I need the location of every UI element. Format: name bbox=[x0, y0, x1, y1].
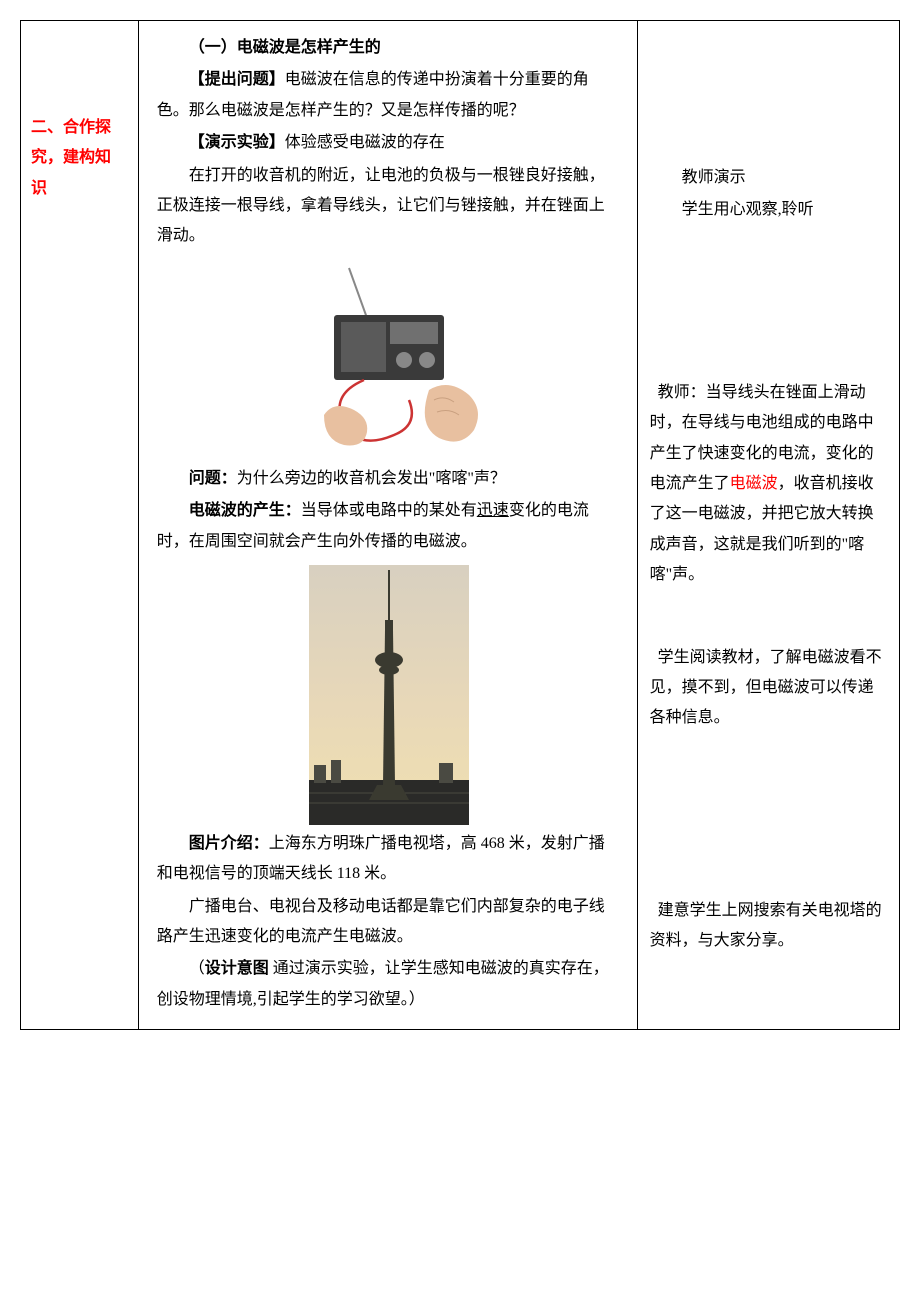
spacer bbox=[31, 33, 128, 113]
middle-column: （一）电磁波是怎样产生的 【提出问题】电磁波在信息的传递中扮演着十分重要的角色。… bbox=[139, 21, 638, 1029]
student-reading-note: 学生阅读教材，了解电磁波看不见，摸不到，但电磁波可以传递各种信息。 bbox=[650, 643, 889, 734]
demo-heading: 【演示实验】体验感受电磁波的存在 bbox=[157, 128, 621, 158]
generation-label: 电磁波的产生： bbox=[189, 502, 301, 519]
broadcast-paragraph: 广播电台、电视台及移动电话都是靠它们内部复杂的电子线路产生迅速变化的电流产生电磁… bbox=[157, 892, 621, 953]
question-paragraph: 【提出问题】电磁波在信息的传递中扮演着十分重要的角色。那么电磁波是怎样产生的？又… bbox=[157, 65, 621, 126]
right-column: 教师演示 学生用心观察,聆听 教师：当导线头在锉面上滑动时，在导线与电池组成的电… bbox=[638, 21, 899, 1029]
question-label: 【提出问题】 bbox=[189, 71, 285, 88]
left-column: 二、合作探 究，建构知 识 bbox=[21, 21, 139, 1029]
generation-underlined: 迅速 bbox=[477, 502, 509, 519]
generation-paragraph: 电磁波的产生：当导体或电路中的某处有迅速变化的电流时，在周围空间就会产生向外传播… bbox=[157, 496, 621, 557]
teacher-explanation: 教师：当导线头在锉面上滑动时，在导线与电池组成的电路中产生了快速变化的电流，变化… bbox=[650, 378, 889, 591]
suggestion-note: 建意学生上网搜索有关电视塔的资料，与大家分享。 bbox=[650, 896, 889, 957]
spacer bbox=[650, 593, 889, 643]
radio-experiment-icon bbox=[289, 260, 489, 460]
spacer bbox=[650, 33, 889, 163]
demo-description: 在打开的收音机的附近，让电池的负极与一根锉良好接触，正极连接一根导线，拿着导线头… bbox=[157, 161, 621, 252]
subsection-heading: （一）电磁波是怎样产生的 bbox=[157, 33, 621, 63]
tower-image-wrap bbox=[157, 565, 621, 825]
spacer bbox=[650, 228, 889, 378]
teacher-demo-note: 教师演示 bbox=[650, 163, 889, 193]
radio-image-wrap bbox=[157, 260, 621, 460]
demo-label: 【演示实验】 bbox=[189, 134, 285, 151]
student-observe-note: 学生用心观察,聆听 bbox=[650, 195, 889, 225]
table-row: 二、合作探 究，建构知 识 （一）电磁波是怎样产生的 【提出问题】电磁波在信息的… bbox=[21, 21, 899, 1029]
generation-pre: 当导体或电路中的某处有 bbox=[301, 502, 477, 519]
em-wave-term: 电磁波 bbox=[730, 475, 778, 492]
tv-tower-icon bbox=[309, 565, 469, 825]
lesson-table: 二、合作探 究，建构知 识 （一）电磁波是怎样产生的 【提出问题】电磁波在信息的… bbox=[20, 20, 900, 1030]
design-intent: （设计意图 通过演示实验，让学生感知电磁波的真实存在，创设物理情境,引起学生的学… bbox=[157, 954, 621, 1015]
design-label: 设计意图 bbox=[205, 960, 269, 977]
why-label: 问题： bbox=[189, 470, 237, 487]
picture-label: 图片介绍： bbox=[189, 835, 269, 852]
why-question: 问题：为什么旁边的收音机会发出"喀喀"声？ bbox=[157, 464, 621, 494]
demo-title: 体验感受电磁波的存在 bbox=[285, 134, 445, 151]
spacer bbox=[650, 736, 889, 896]
why-text: 为什么旁边的收音机会发出"喀喀"声？ bbox=[237, 470, 506, 487]
picture-intro: 图片介绍：上海东方明珠广播电视塔，高 468 米，发射广播和电视信号的顶端天线长… bbox=[157, 829, 621, 890]
design-pre: （ bbox=[189, 960, 205, 977]
section-label: 二、合作探 究，建构知 识 bbox=[31, 113, 128, 204]
